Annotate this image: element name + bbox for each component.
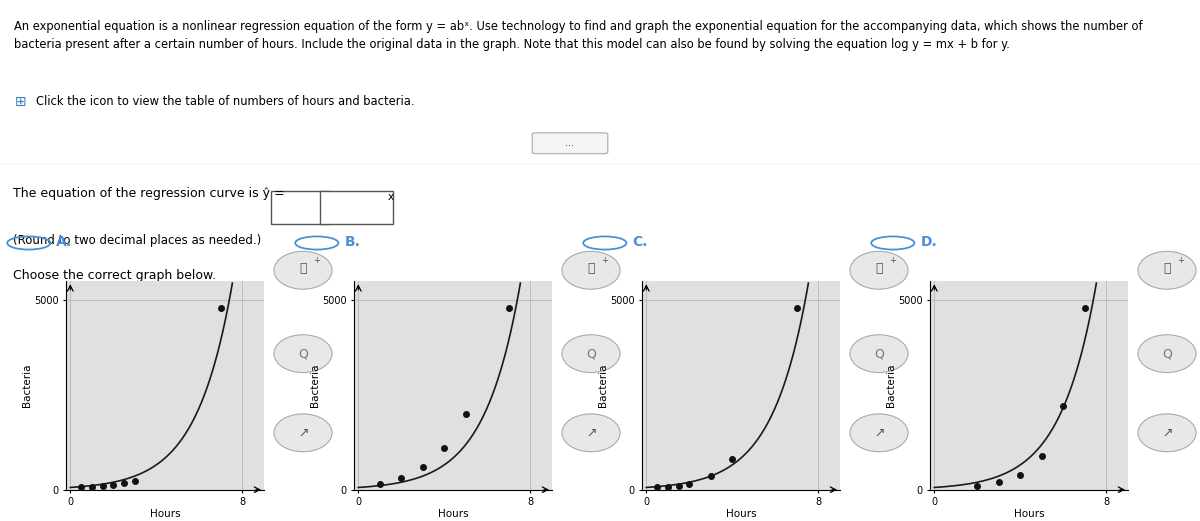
Text: Click the icon to view the table of numbers of hours and bacteria.: Click the icon to view the table of numb… — [36, 95, 414, 108]
Point — [72, 483, 91, 491]
Circle shape — [274, 414, 332, 452]
Text: An exponential equation is a nonlinear regression equation of the form y = abˣ. : An exponential equation is a nonlinear r… — [14, 20, 1144, 51]
Text: Choose the correct graph below.: Choose the correct graph below. — [13, 269, 216, 282]
Point — [434, 444, 454, 452]
Point — [413, 463, 432, 471]
Point — [125, 477, 144, 486]
Circle shape — [562, 251, 620, 289]
Text: ⦿: ⦿ — [875, 262, 883, 275]
Circle shape — [274, 251, 332, 289]
Circle shape — [850, 334, 908, 373]
Circle shape — [1138, 414, 1196, 452]
Point — [83, 482, 102, 491]
Point — [114, 479, 133, 488]
Point — [989, 478, 1008, 486]
Text: ↗: ↗ — [298, 426, 308, 439]
Point — [211, 304, 230, 312]
Point — [371, 480, 390, 488]
Text: ⊞: ⊞ — [14, 95, 26, 109]
Y-axis label: Bacteria: Bacteria — [599, 364, 608, 407]
Text: ↗: ↗ — [1162, 426, 1172, 439]
Text: ↗: ↗ — [874, 426, 884, 439]
Point — [391, 474, 410, 482]
Text: ↗: ↗ — [586, 426, 596, 439]
FancyBboxPatch shape — [270, 191, 330, 224]
Point — [1054, 402, 1073, 411]
Point — [668, 482, 688, 490]
Text: ⦿: ⦿ — [1163, 262, 1171, 275]
FancyBboxPatch shape — [320, 191, 392, 224]
Point — [456, 410, 475, 418]
Point — [1010, 470, 1030, 479]
Text: Q: Q — [1162, 347, 1172, 360]
Circle shape — [562, 414, 620, 452]
Text: ...: ... — [565, 138, 575, 148]
Point — [1075, 304, 1094, 312]
X-axis label: Hours: Hours — [150, 509, 180, 519]
Circle shape — [850, 251, 908, 289]
Circle shape — [1138, 251, 1196, 289]
Point — [967, 482, 986, 490]
X-axis label: Hours: Hours — [438, 509, 468, 519]
Point — [92, 482, 112, 490]
FancyBboxPatch shape — [533, 133, 607, 154]
Circle shape — [1138, 334, 1196, 373]
Text: Q: Q — [586, 347, 596, 360]
Text: +: + — [889, 256, 895, 265]
Text: +: + — [1177, 256, 1183, 265]
Text: ⦿: ⦿ — [587, 262, 595, 275]
Text: Q: Q — [298, 347, 308, 360]
Point — [1032, 452, 1051, 460]
Y-axis label: Bacteria: Bacteria — [23, 364, 32, 407]
Text: A.: A. — [56, 235, 73, 249]
Point — [722, 455, 742, 464]
Point — [648, 483, 667, 491]
Text: B.: B. — [344, 235, 360, 249]
Circle shape — [562, 334, 620, 373]
Point — [103, 481, 122, 489]
Circle shape — [850, 414, 908, 452]
Text: Q: Q — [874, 347, 884, 360]
Text: D.: D. — [920, 235, 937, 249]
Point — [787, 304, 806, 312]
X-axis label: Hours: Hours — [726, 509, 756, 519]
Point — [659, 482, 678, 491]
Y-axis label: Bacteria: Bacteria — [311, 364, 320, 407]
Y-axis label: Bacteria: Bacteria — [887, 364, 896, 407]
Point — [499, 304, 518, 312]
Text: +: + — [313, 256, 319, 265]
Text: The equation of the regression curve is ŷ =: The equation of the regression curve is … — [13, 187, 284, 200]
X-axis label: Hours: Hours — [1014, 509, 1044, 519]
Text: x: x — [388, 192, 395, 202]
Point — [701, 473, 720, 481]
Text: C.: C. — [632, 235, 648, 249]
Circle shape — [274, 334, 332, 373]
Text: (Round to two decimal places as needed.): (Round to two decimal places as needed.) — [13, 234, 262, 247]
Text: +: + — [601, 256, 607, 265]
Point — [679, 480, 698, 488]
Text: ⦿: ⦿ — [299, 262, 307, 275]
